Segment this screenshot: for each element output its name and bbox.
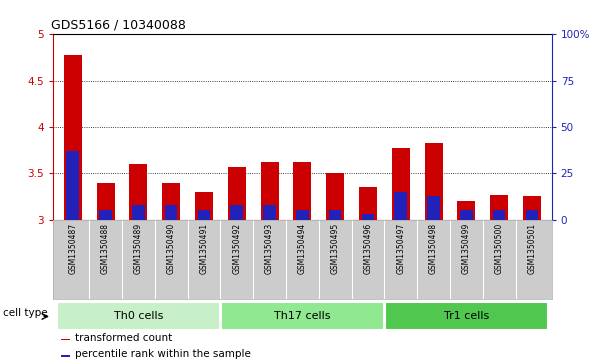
Bar bbox=[329, 210, 342, 220]
Bar bbox=[460, 210, 473, 220]
Bar bbox=[263, 205, 276, 220]
Text: GSM1350494: GSM1350494 bbox=[298, 223, 307, 274]
Text: Th0 cells: Th0 cells bbox=[114, 311, 163, 321]
Text: GSM1350490: GSM1350490 bbox=[167, 223, 176, 274]
FancyBboxPatch shape bbox=[57, 302, 219, 330]
Text: GDS5166 / 10340088: GDS5166 / 10340088 bbox=[51, 19, 185, 32]
Text: GSM1350498: GSM1350498 bbox=[429, 223, 438, 274]
Bar bbox=[359, 187, 377, 220]
Text: Tr1 cells: Tr1 cells bbox=[444, 311, 489, 321]
Text: GSM1350489: GSM1350489 bbox=[134, 223, 143, 274]
Bar bbox=[97, 183, 114, 220]
Bar bbox=[231, 205, 243, 220]
Bar bbox=[526, 210, 538, 220]
Bar bbox=[198, 210, 210, 220]
Bar bbox=[523, 196, 541, 220]
Bar bbox=[493, 210, 506, 220]
Bar bbox=[293, 162, 312, 220]
Bar bbox=[457, 201, 476, 220]
Text: GSM1350495: GSM1350495 bbox=[330, 223, 340, 274]
Bar bbox=[61, 355, 70, 356]
Bar bbox=[132, 205, 145, 220]
Text: GSM1350500: GSM1350500 bbox=[494, 223, 504, 274]
Text: percentile rank within the sample: percentile rank within the sample bbox=[75, 349, 251, 359]
FancyBboxPatch shape bbox=[221, 302, 384, 330]
Text: transformed count: transformed count bbox=[75, 333, 172, 343]
Text: GSM1350493: GSM1350493 bbox=[265, 223, 274, 274]
Bar bbox=[165, 205, 178, 220]
Text: GSM1350492: GSM1350492 bbox=[232, 223, 241, 274]
Bar bbox=[195, 192, 213, 220]
Bar bbox=[296, 210, 309, 220]
Bar bbox=[67, 151, 79, 220]
Text: GSM1350488: GSM1350488 bbox=[101, 223, 110, 274]
Bar bbox=[362, 214, 374, 220]
Text: GSM1350497: GSM1350497 bbox=[396, 223, 405, 274]
Bar bbox=[392, 148, 410, 220]
Bar bbox=[395, 192, 407, 220]
Bar bbox=[326, 173, 344, 220]
Text: GSM1350499: GSM1350499 bbox=[462, 223, 471, 274]
Bar bbox=[490, 195, 508, 220]
Bar bbox=[261, 162, 278, 220]
Bar bbox=[425, 143, 442, 220]
Text: Th17 cells: Th17 cells bbox=[274, 311, 330, 321]
Bar bbox=[129, 164, 148, 220]
Bar bbox=[61, 339, 70, 340]
Bar bbox=[427, 196, 440, 220]
FancyBboxPatch shape bbox=[385, 302, 548, 330]
Bar bbox=[162, 183, 180, 220]
Bar bbox=[99, 210, 112, 220]
Text: GSM1350487: GSM1350487 bbox=[68, 223, 77, 274]
Text: GSM1350496: GSM1350496 bbox=[363, 223, 372, 274]
Text: GSM1350491: GSM1350491 bbox=[199, 223, 208, 274]
Text: cell type: cell type bbox=[3, 307, 48, 318]
Bar bbox=[64, 55, 82, 220]
Bar bbox=[228, 167, 246, 220]
Text: GSM1350501: GSM1350501 bbox=[527, 223, 536, 274]
